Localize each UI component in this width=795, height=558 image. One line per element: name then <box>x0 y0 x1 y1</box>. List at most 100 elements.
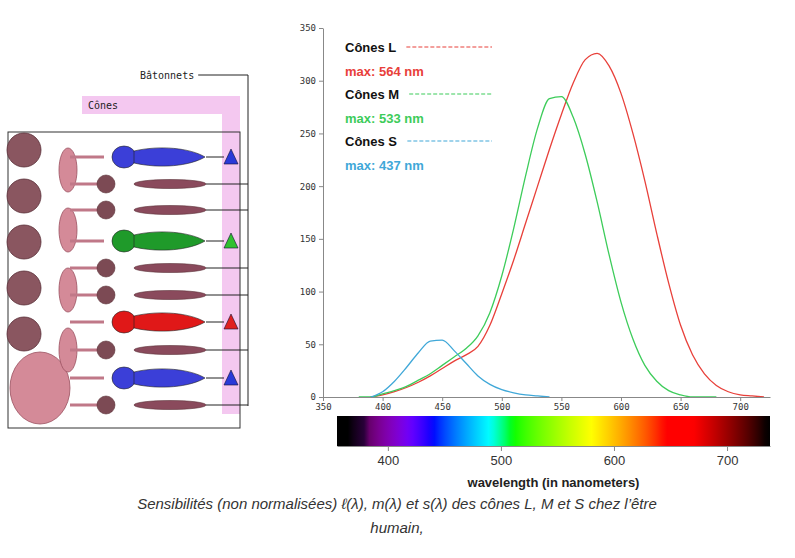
rod <box>134 180 206 189</box>
tick: 100 <box>300 287 323 297</box>
rod-link <box>206 268 248 269</box>
cone-body <box>112 230 136 252</box>
tick-label: 400 <box>375 402 391 412</box>
tick-mark <box>502 397 503 401</box>
y-axis: 050100150200250300350 <box>300 23 324 402</box>
tick-label: 450 <box>435 402 451 412</box>
tick-label: 650 <box>673 402 689 412</box>
legend-label: Cônes M <box>345 87 399 102</box>
tick: 350 <box>300 23 323 33</box>
tick: 500 <box>491 446 513 468</box>
spectrum-axis-line <box>338 446 771 447</box>
rod-link <box>206 295 248 296</box>
rods-connector <box>198 75 248 406</box>
tick-mark <box>621 397 622 401</box>
rod-link <box>206 405 248 406</box>
cone-marker <box>224 314 238 329</box>
caption-line: humain, <box>370 519 423 536</box>
tick-mark <box>383 397 384 401</box>
tick-mark <box>561 397 562 401</box>
legend-label: Cônes L <box>345 40 396 55</box>
peak-label: max: 533 nm <box>345 111 424 126</box>
tick-label: 250 <box>300 129 316 139</box>
tick-label: 50 <box>305 340 316 350</box>
rod-link <box>206 350 248 351</box>
legend-swatch <box>407 140 492 141</box>
tick-label: 350 <box>315 402 331 412</box>
ganglion-cell <box>7 271 41 305</box>
rod-link <box>206 184 248 185</box>
tick-label: 200 <box>300 182 316 192</box>
cone-link <box>206 378 224 379</box>
tick-label: 500 <box>494 402 510 412</box>
rod-body <box>97 286 115 304</box>
ganglion-cell <box>7 317 41 351</box>
cones-band <box>82 96 240 114</box>
tick-label: 300 <box>300 76 316 86</box>
y-axis-line <box>323 29 324 398</box>
sensitivity-curve <box>359 97 717 397</box>
tick: 350 <box>315 397 331 412</box>
tick-label: 100 <box>300 287 316 297</box>
caption: Sensibilités (non normalisées) ℓ(λ), m(λ… <box>137 495 657 536</box>
cone-body <box>112 146 136 168</box>
figure: CônesBâtonnets35040045050055060065070005… <box>0 0 795 558</box>
ganglion-cell <box>7 133 41 167</box>
tick: 600 <box>604 446 626 468</box>
cone-link <box>206 322 224 323</box>
cone-link <box>206 157 224 158</box>
tick-label: 500 <box>491 453 513 468</box>
tick-label: 350 <box>300 23 316 33</box>
axon <box>70 156 104 159</box>
peak-label: max: 437 nm <box>345 158 424 173</box>
tick: 700 <box>733 397 749 412</box>
tick-mark <box>614 446 615 451</box>
rod-body <box>97 341 115 359</box>
bipolar-cell <box>59 208 77 252</box>
tick-mark <box>319 239 323 240</box>
rod-link <box>206 210 248 211</box>
tick-mark <box>727 446 728 451</box>
cone <box>134 313 205 331</box>
cone-body <box>112 311 136 333</box>
tick-mark <box>319 186 323 187</box>
tick-label: 550 <box>554 402 570 412</box>
plot-lines <box>359 53 764 397</box>
tick-mark <box>501 446 502 451</box>
rod-body <box>97 201 115 219</box>
cone-link <box>206 241 224 242</box>
spectrum-axis: 400 500 600 700 <box>338 446 771 468</box>
cones-label: Cônes <box>88 100 118 111</box>
rod-body <box>97 259 115 277</box>
cone <box>134 148 205 166</box>
tick: 250 <box>300 129 323 139</box>
axon <box>70 377 104 380</box>
tick: 400 <box>375 397 391 412</box>
ganglion-cell <box>7 225 41 259</box>
tick-label: 700 <box>717 453 739 468</box>
tick: 650 <box>673 397 689 412</box>
tick: 450 <box>435 397 451 412</box>
cones-band <box>222 96 240 414</box>
rod <box>134 346 206 355</box>
tick-mark <box>388 446 389 451</box>
tick-mark <box>319 344 323 345</box>
rod-body <box>97 175 115 193</box>
tick-mark <box>319 397 323 398</box>
tick-label: 600 <box>613 402 629 412</box>
tick-mark <box>442 397 443 401</box>
spectrum-bar <box>337 416 770 446</box>
rod-body <box>97 396 115 414</box>
tick-label: 400 <box>378 453 400 468</box>
tick-label: 600 <box>604 453 626 468</box>
tick: 50 <box>305 340 323 350</box>
tick: 300 <box>300 76 323 86</box>
retina-diagram: CônesBâtonnets <box>7 70 248 428</box>
x-axis-line <box>324 397 771 398</box>
tick-mark <box>681 397 682 401</box>
tick-label: 700 <box>733 402 749 412</box>
legend-label: Cônes S <box>345 134 397 149</box>
axon <box>70 321 104 324</box>
cone-marker <box>224 233 238 248</box>
tick-mark <box>319 28 323 29</box>
